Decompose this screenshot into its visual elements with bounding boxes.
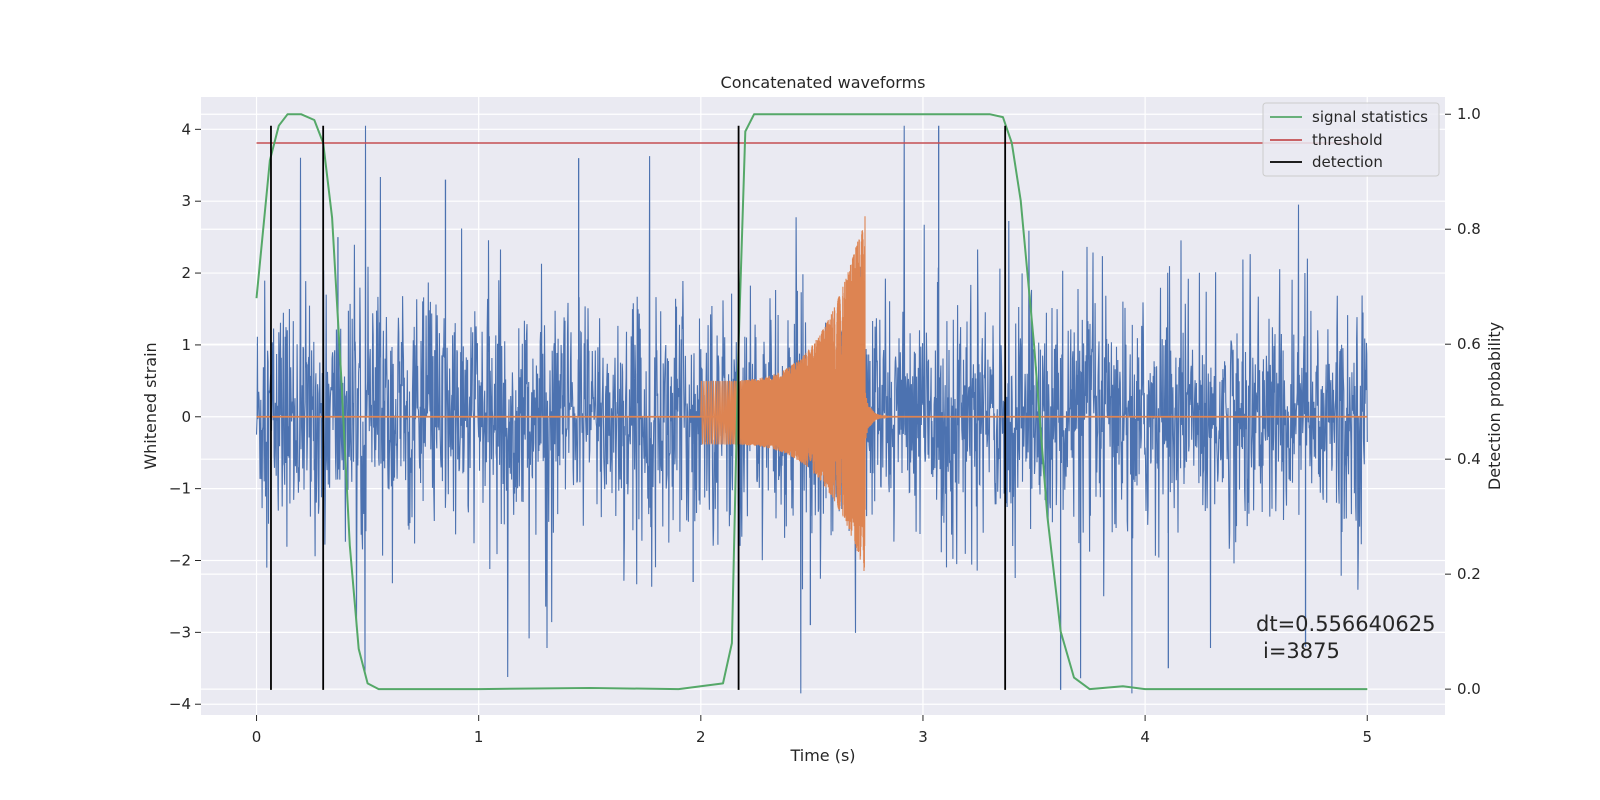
noise-line xyxy=(255,125,1368,694)
x-axis: 0 1 2 3 4 5 xyxy=(252,715,1372,746)
y2-tick-label: 0.2 xyxy=(1457,565,1481,583)
y2-tick-label: 1.0 xyxy=(1457,105,1481,123)
x-tick-label: 3 xyxy=(918,728,928,746)
y2-tick-label: 0.0 xyxy=(1457,680,1481,698)
x-tick-label: 2 xyxy=(696,728,706,746)
x-tick-label: 5 xyxy=(1362,728,1372,746)
y2-tick-label: 0.6 xyxy=(1457,335,1481,353)
signal-series xyxy=(256,216,1368,572)
y2-tick-label: 0.8 xyxy=(1457,220,1481,238)
x-tick-label: 4 xyxy=(1140,728,1150,746)
y2-axis-label: Detection probability xyxy=(1485,322,1504,490)
y-tick-label: −3 xyxy=(169,623,191,641)
plot-area xyxy=(255,113,1368,694)
chart-title: Concatenated waveforms xyxy=(721,73,926,92)
y-tick-label: 3 xyxy=(181,192,191,210)
statistics-series xyxy=(255,113,1368,691)
x-tick-label: 1 xyxy=(474,728,484,746)
y-tick-label: 2 xyxy=(181,264,191,282)
y-tick-label: 0 xyxy=(181,408,191,426)
y-axis-right: 0.0 0.2 0.4 0.6 0.8 1.0 xyxy=(1445,105,1481,698)
legend-label-detection: detection xyxy=(1312,153,1383,171)
annotation-dt: dt=0.556640625 xyxy=(1256,612,1435,636)
legend-label-statistics: signal statistics xyxy=(1312,108,1428,126)
legend-label-threshold: threshold xyxy=(1312,131,1383,149)
y-tick-label: −2 xyxy=(169,552,191,570)
signal-chirp xyxy=(700,216,919,572)
y-axis-label: Whitened strain xyxy=(141,342,160,469)
legend: signal statistics threshold detection xyxy=(1262,102,1440,177)
noise-series xyxy=(255,125,1368,694)
y-tick-label: 4 xyxy=(181,120,191,138)
detection-series xyxy=(270,125,1007,690)
legend-box xyxy=(1262,102,1440,177)
x-tick-label: 0 xyxy=(252,728,262,746)
statistics-line xyxy=(255,113,1368,691)
annotation-index: i=3875 xyxy=(1263,639,1340,663)
y-tick-label: −1 xyxy=(169,480,191,498)
x-axis-label: Time (s) xyxy=(789,746,855,765)
y2-tick-label: 0.4 xyxy=(1457,450,1481,468)
y-tick-label: −4 xyxy=(169,695,191,713)
y-axis-left: −4 −3 −2 −1 0 1 2 3 4 xyxy=(169,120,201,713)
y-tick-label: 1 xyxy=(181,336,191,354)
